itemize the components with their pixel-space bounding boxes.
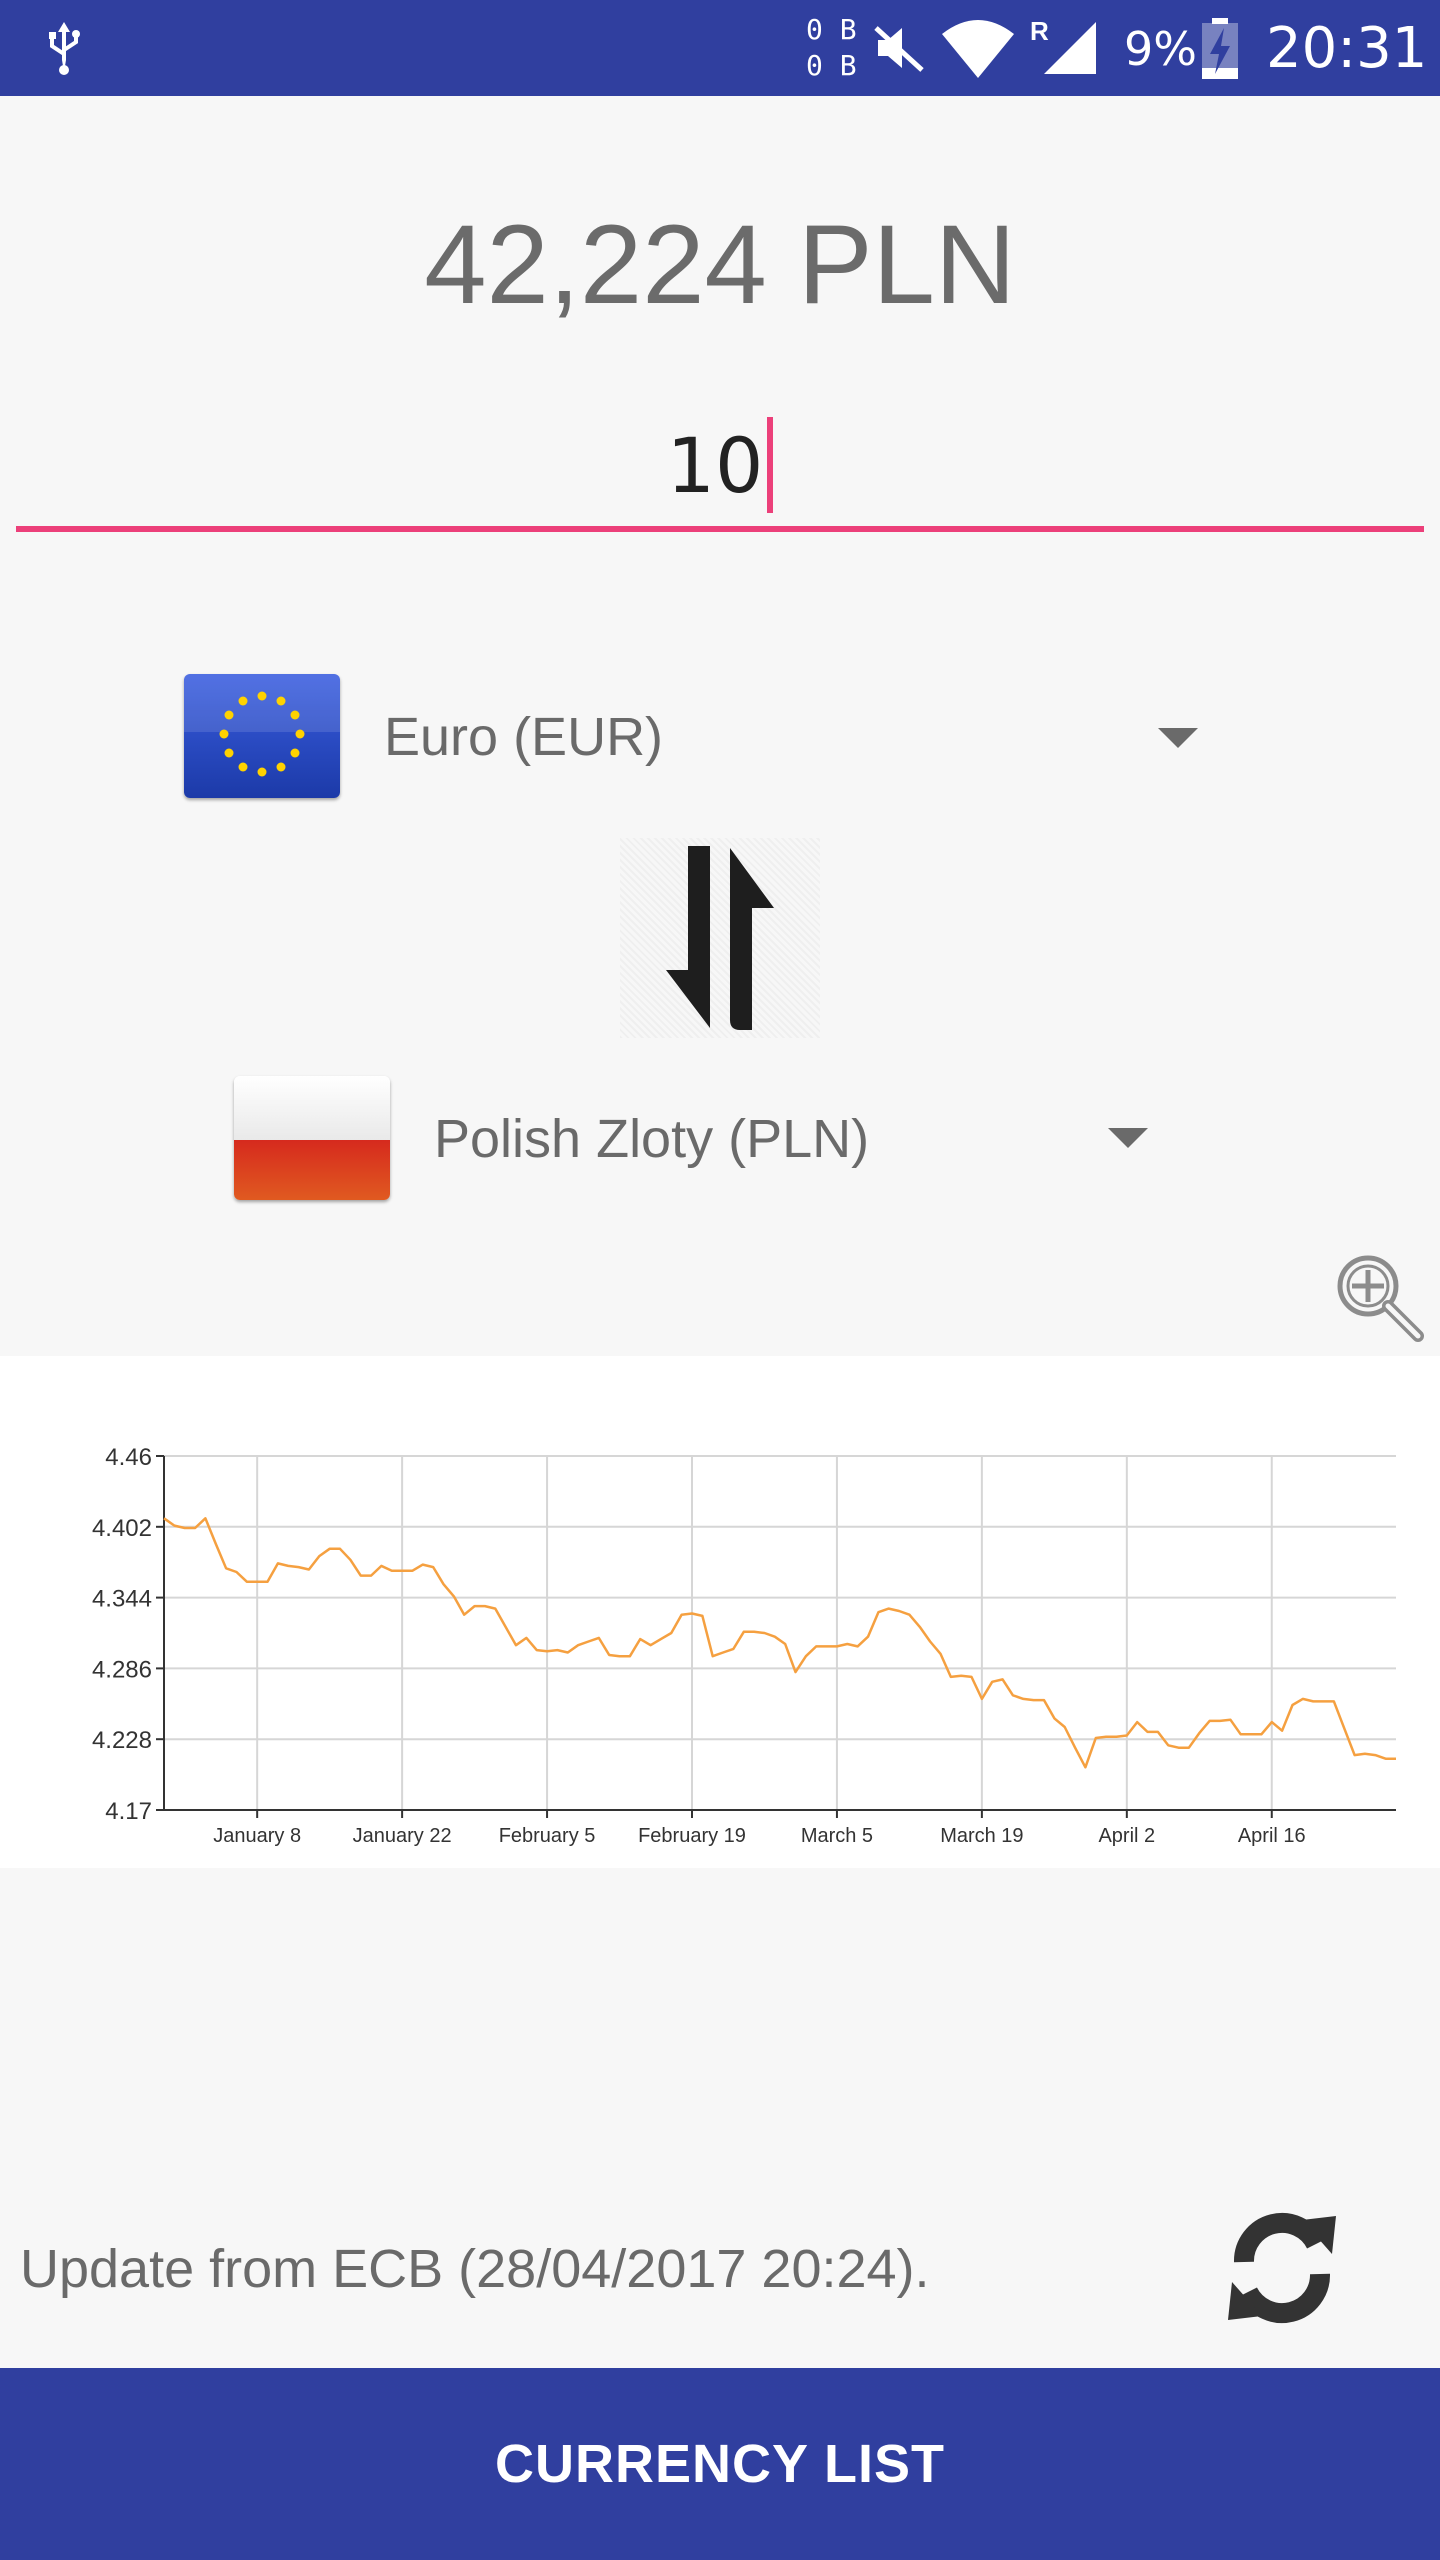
x-tick-label: April 16	[1238, 1825, 1306, 1847]
x-tick-label: January 8	[213, 1825, 301, 1847]
poland-flag-icon	[234, 1076, 390, 1200]
conversion-result: 42,224 PLN	[424, 202, 1016, 327]
refresh-button[interactable]	[1218, 2204, 1346, 2336]
swap-currencies-button[interactable]	[620, 838, 820, 1038]
net-up-text: 0 B	[806, 13, 857, 46]
exchange-rate-chart: 4.46 4.402 4.344 4.286 4.228 4.17 January 8 Jan…	[0, 1356, 1440, 1868]
battery-percent: 9%	[1124, 22, 1197, 76]
x-tick-label: March 5	[801, 1825, 873, 1847]
wifi-icon	[940, 18, 1016, 84]
network-speed: 0 B 0 B	[806, 12, 857, 84]
amount-input[interactable]: 10	[16, 406, 1424, 532]
usb-icon	[44, 20, 84, 80]
y-tick-label: 4.286	[92, 1656, 152, 1683]
dropdown-arrow-icon	[1158, 728, 1198, 748]
x-tick-label: March 19	[940, 1825, 1023, 1847]
mute-icon	[872, 20, 928, 80]
zoom-chart-button[interactable]	[1332, 1250, 1428, 1350]
dropdown-arrow-icon	[1108, 1128, 1148, 1148]
swap-arrows-icon	[666, 846, 774, 1030]
status-bar: 0 B 0 B R 9% 20:31	[0, 0, 1440, 96]
x-tick-label: February 19	[638, 1825, 746, 1847]
currency-list-button[interactable]: CURRENCY LIST	[0, 2368, 1440, 2560]
svg-text:R: R	[1030, 16, 1049, 46]
y-tick-label: 4.344	[92, 1586, 152, 1613]
x-tick-label: January 22	[353, 1825, 452, 1847]
zoom-in-icon	[1337, 1255, 1424, 1342]
update-status-text: Update from ECB (28/04/2017 20:24).	[20, 2239, 930, 2299]
y-tick-label: 4.228	[92, 1727, 152, 1754]
eur-pln-rate-line	[163, 1517, 1396, 1769]
eu-flag-icon	[184, 674, 340, 798]
text-caret	[767, 417, 774, 513]
cellular-roaming-icon: R	[1030, 16, 1100, 82]
battery-charging-icon	[1200, 18, 1240, 84]
to-currency-label: Polish Zloty (PLN)	[434, 1109, 870, 1169]
refresh-icon	[1228, 2212, 1336, 2324]
net-down-text: 0 B	[806, 49, 857, 82]
y-tick-label: 4.46	[105, 1444, 152, 1471]
from-currency-label: Euro (EUR)	[384, 707, 664, 767]
x-tick-label: April 2	[1098, 1825, 1155, 1847]
chart-svg: 4.46 4.402 4.344 4.286 4.228 4.17 January 8 Jan…	[92, 1444, 1396, 1847]
y-tick-label: 4.402	[92, 1515, 152, 1542]
amount-value: 10	[666, 421, 764, 510]
x-tick-label: February 5	[499, 1825, 596, 1847]
y-tick-label: 4.17	[105, 1798, 152, 1825]
clock-time: 20:31	[1266, 16, 1428, 81]
